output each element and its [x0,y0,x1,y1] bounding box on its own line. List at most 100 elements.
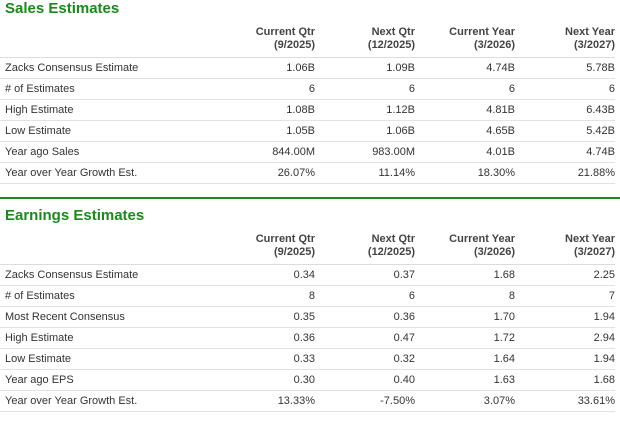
cell: 4.74B [415,57,515,79]
table-row: Zacks Consensus Estimate 0.34 0.37 1.68 … [0,264,615,286]
table-row: High Estimate 0.36 0.47 1.72 2.94 [0,327,615,349]
header-period: (12/2025) [367,246,415,258]
row-label: Most Recent Consensus [0,306,215,328]
cell: 0.36 [215,327,315,349]
table-header-row: Current Qtr (9/2025) Next Qtr (12/2025) Cu… [0,22,615,58]
cell: 0.36 [315,306,415,328]
header-blank [0,229,215,265]
cell: 1.94 [515,348,615,370]
table-row: # of Estimates 6 6 6 6 [0,78,615,100]
cell: 0.34 [215,264,315,286]
cell: 1.05B [215,120,315,142]
table-row: Zacks Consensus Estimate 1.06B 1.09B 4.7… [0,57,615,79]
row-label: High Estimate [0,99,215,121]
header-name: Next Year [565,26,615,38]
sales-estimates-section: Sales Estimates Current Qtr (9/2025) Next… [0,0,620,184]
row-label: Year ago Sales [0,141,215,163]
cell: -7.50% [315,390,415,412]
cell: 0.30 [215,369,315,391]
cell: 2.25 [515,264,615,286]
header-period: (3/2027) [574,246,615,258]
header-period: (9/2025) [274,246,315,258]
sales-estimates-title: Sales Estimates [5,0,120,17]
section-divider [0,197,620,199]
cell: 0.37 [315,264,415,286]
header-next-year: Next Year (3/2027) [515,229,615,265]
cell: 6 [315,285,415,307]
cell: 4.01B [415,141,515,163]
cell: 6 [515,78,615,100]
table-row: Year ago EPS 0.30 0.40 1.63 1.68 [0,369,615,391]
row-label: Zacks Consensus Estimate [0,57,215,79]
row-label: Zacks Consensus Estimate [0,264,215,286]
header-current-qtr: Current Qtr (9/2025) [215,22,315,58]
cell: 1.94 [515,306,615,328]
header-name: Next Qtr [371,233,415,245]
cell: 6 [315,78,415,100]
cell: 4.65B [415,120,515,142]
row-label: Year over Year Growth Est. [0,390,215,412]
cell: 0.35 [215,306,315,328]
row-label: Low Estimate [0,120,215,142]
cell: 0.47 [315,327,415,349]
header-name: Current Year [449,26,515,38]
cell: 0.40 [315,369,415,391]
header-name: Current Qtr [255,233,315,245]
row-label: Low Estimate [0,348,215,370]
cell: 983.00M [315,141,415,163]
cell: 8 [215,285,315,307]
cell: 5.78B [515,57,615,79]
cell: 6 [415,78,515,100]
table-row: Most Recent Consensus 0.35 0.36 1.70 1.9… [0,306,615,328]
earnings-estimates-table: Current Qtr (9/2025) Next Qtr (12/2025) Cu… [0,229,615,412]
header-current-qtr: Current Qtr (9/2025) [215,229,315,265]
sales-estimates-table: Current Qtr (9/2025) Next Qtr (12/2025) Cu… [0,22,615,184]
header-period: (3/2026) [474,246,515,258]
header-name: Current Year [449,233,515,245]
cell: 1.70 [415,306,515,328]
header-name: Current Qtr [255,26,315,38]
cell: 1.63 [415,369,515,391]
table-row: # of Estimates 8 6 8 7 [0,285,615,307]
cell: 3.07% [415,390,515,412]
cell: 1.12B [315,99,415,121]
cell: 1.06B [315,120,415,142]
cell: 11.14% [315,162,415,184]
earnings-estimates-title: Earnings Estimates [5,207,145,224]
header-next-qtr: Next Qtr (12/2025) [315,229,415,265]
table-row: Year over Year Growth Est. 26.07% 11.14%… [0,162,615,184]
header-name: Next Qtr [371,26,415,38]
header-next-year: Next Year (3/2027) [515,22,615,58]
cell: 1.64 [415,348,515,370]
table-row: Year over Year Growth Est. 13.33% -7.50%… [0,390,615,412]
row-label: High Estimate [0,327,215,349]
cell: 1.06B [215,57,315,79]
cell: 1.09B [315,57,415,79]
header-blank [0,22,215,58]
header-period: (12/2025) [367,39,415,51]
cell: 0.33 [215,348,315,370]
cell: 0.32 [315,348,415,370]
table-row: Low Estimate 1.05B 1.06B 4.65B 5.42B [0,120,615,142]
row-label: # of Estimates [0,285,215,307]
cell: 8 [415,285,515,307]
cell: 13.33% [215,390,315,412]
cell: 1.08B [215,99,315,121]
earnings-estimates-section: Earnings Estimates Current Qtr (9/2025) N… [0,207,620,412]
cell: 1.68 [415,264,515,286]
cell: 1.68 [515,369,615,391]
table-header-row: Current Qtr (9/2025) Next Qtr (12/2025) Cu… [0,229,615,265]
cell: 1.72 [415,327,515,349]
cell: 21.88% [515,162,615,184]
header-current-year: Current Year (3/2026) [415,22,515,58]
cell: 5.42B [515,120,615,142]
row-label: Year over Year Growth Est. [0,162,215,184]
cell: 2.94 [515,327,615,349]
cell: 4.81B [415,99,515,121]
cell: 6 [215,78,315,100]
cell: 18.30% [415,162,515,184]
table-row: Low Estimate 0.33 0.32 1.64 1.94 [0,348,615,370]
cell: 4.74B [515,141,615,163]
header-name: Next Year [565,233,615,245]
cell: 33.61% [515,390,615,412]
